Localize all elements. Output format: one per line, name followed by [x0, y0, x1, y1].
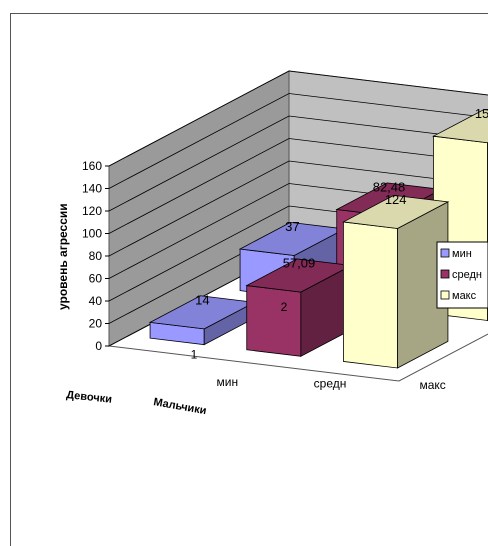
y-tick-label: 100 [82, 227, 102, 241]
y-tick-label: 60 [89, 272, 103, 286]
data-label: 14 [195, 292, 209, 307]
y-tick-label: 40 [89, 294, 103, 308]
legend: мин средн макс [437, 242, 488, 308]
y-axis-title: уровень агрессии [56, 203, 70, 310]
depth-tick-label: 2 [281, 300, 288, 314]
legend-swatch [441, 249, 449, 257]
y-tick-label: 0 [95, 339, 102, 353]
legend-entry: средн [452, 269, 482, 281]
legend-swatch [441, 270, 449, 278]
y-tick-label: 80 [89, 249, 103, 263]
y-tick-label: 120 [82, 204, 102, 218]
category-label: средн [314, 377, 347, 391]
y-tick-label: 140 [82, 182, 102, 196]
depth-name-label: Мальчики [152, 396, 207, 417]
data-label: 124 [385, 192, 407, 207]
bar-макс-1 [343, 195, 448, 368]
legend-entry: мин [452, 248, 472, 260]
category-labels: мин средн макс [217, 375, 446, 392]
data-label: 37 [285, 219, 299, 234]
depth-name-label: Девочки [66, 389, 113, 406]
category-label: мин [217, 375, 239, 389]
y-tick-label: 160 [82, 159, 102, 173]
y-axis-ticks: 0 20 40 60 80 100 120 140 160 [82, 159, 109, 353]
data-label: 158 [475, 106, 488, 121]
y-tick-label: 20 [89, 317, 103, 331]
depth-tick-label: 1 [191, 347, 198, 361]
legend-swatch [441, 291, 449, 299]
category-label: макс [420, 378, 446, 392]
legend-entry: макс [452, 290, 477, 302]
data-label: 57,09 [283, 256, 316, 271]
